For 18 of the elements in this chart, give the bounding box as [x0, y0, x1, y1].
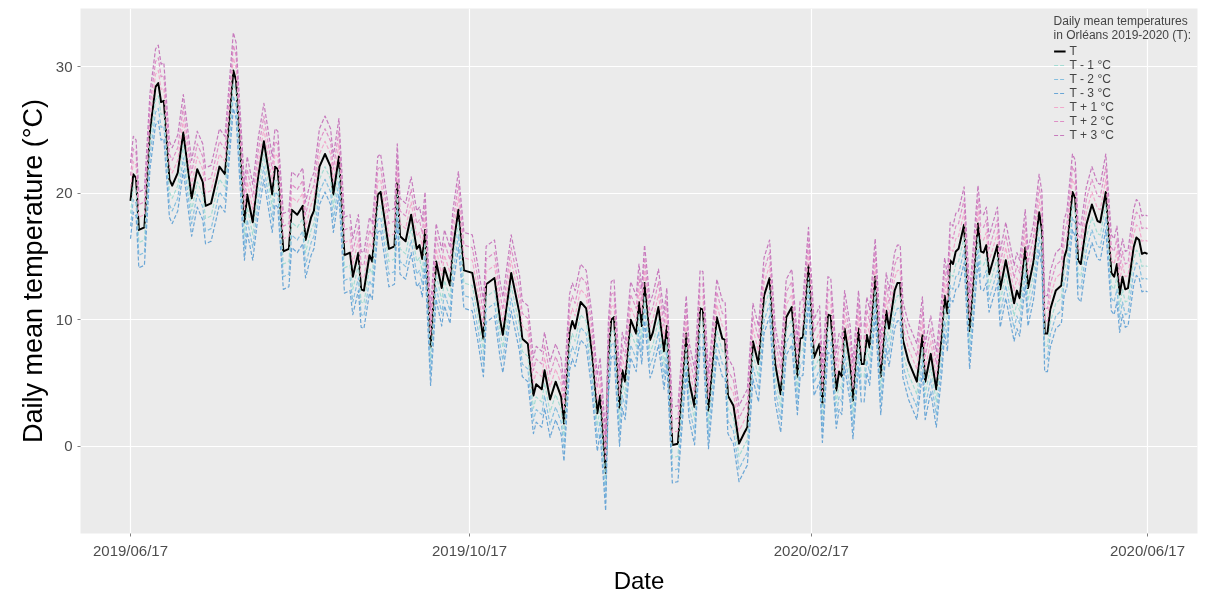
x-tick-label: 2020/06/17 — [1109, 541, 1186, 559]
y-tick-label: 0 — [64, 437, 73, 455]
legend-label: T - 2 °C — [1069, 72, 1111, 86]
legend-label: T + 1 °C — [1069, 100, 1114, 114]
legend-label: T — [1069, 44, 1078, 58]
x-tick-label: 2019/06/17 — [92, 541, 169, 559]
x-axis-title: Date — [613, 566, 665, 594]
y-axis-title: Daily mean temperature (°C) — [17, 99, 48, 443]
legend-title: Daily mean temperatures in Orléans 2019-2020 (T): — [1053, 14, 1191, 42]
y-tick-label: 30 — [55, 57, 73, 75]
legend-label: T - 3 °C — [1069, 86, 1111, 100]
legend-label: T - 1 °C — [1069, 58, 1111, 72]
legend-label: T + 3 °C — [1069, 128, 1114, 142]
x-tick-label: 2020/02/17 — [773, 541, 849, 559]
y-tick-label: 20 — [55, 184, 73, 202]
x-tick-label: 2019/10/17 — [431, 541, 508, 559]
y-tick-label: 10 — [55, 310, 73, 328]
legend-label: T + 2 °C — [1069, 114, 1114, 128]
